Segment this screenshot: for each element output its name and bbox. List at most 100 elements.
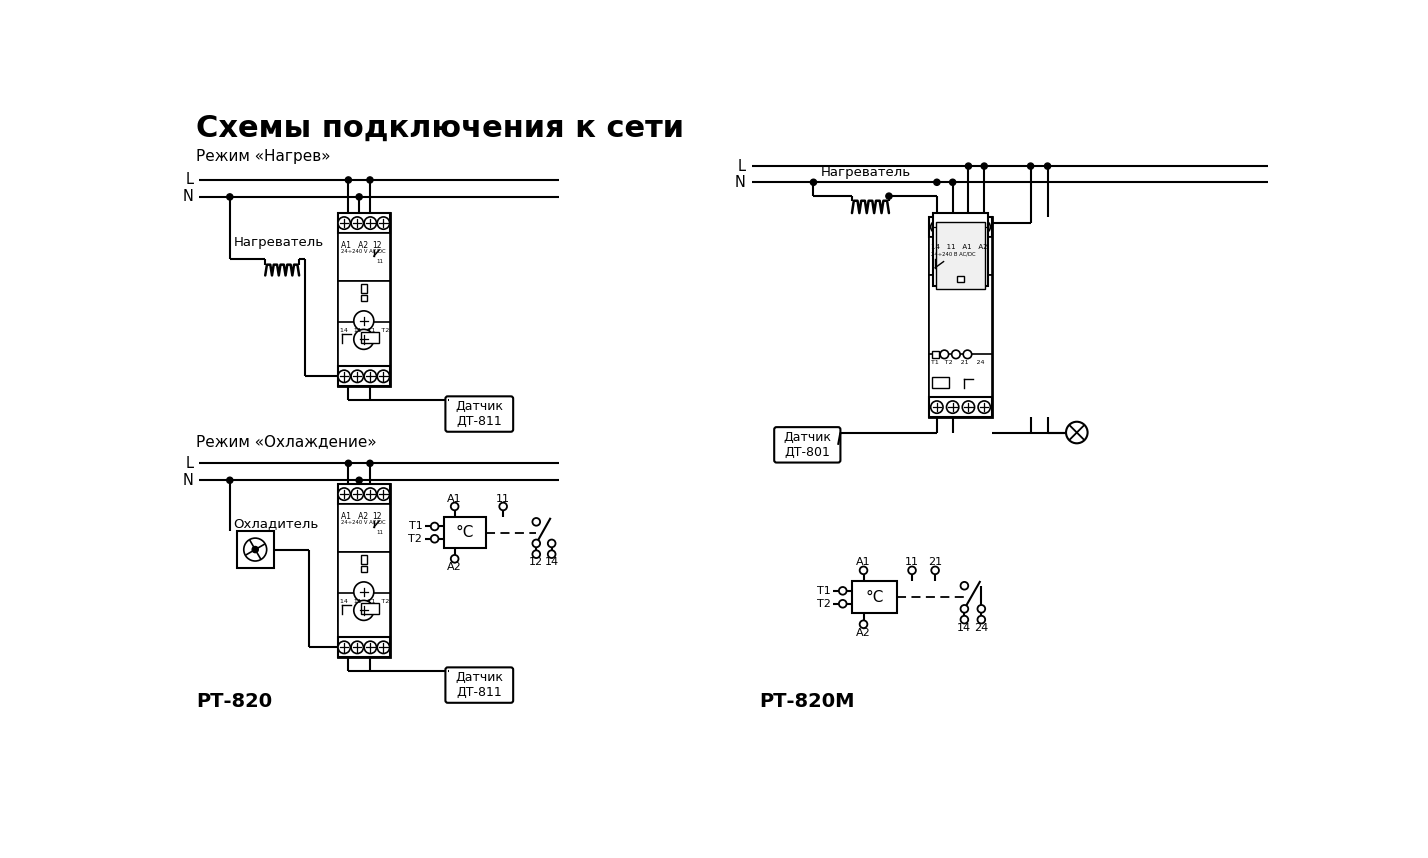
Bar — [932, 377, 950, 388]
Bar — [337, 552, 390, 621]
Circle shape — [451, 555, 458, 563]
Circle shape — [354, 582, 374, 602]
Text: N: N — [183, 473, 194, 487]
Text: Схемы подключения к сети: Схемы подключения к сети — [196, 114, 684, 142]
Circle shape — [533, 540, 540, 547]
Circle shape — [354, 329, 374, 349]
Text: A1   A2: A1 A2 — [341, 512, 368, 521]
Circle shape — [451, 503, 458, 511]
Circle shape — [961, 582, 968, 589]
Circle shape — [978, 605, 985, 613]
Bar — [444, 517, 486, 548]
Circle shape — [964, 350, 971, 359]
Circle shape — [548, 540, 555, 547]
Circle shape — [965, 163, 971, 169]
Text: 14   11   T1   T2: 14 11 T1 T2 — [340, 599, 390, 604]
Circle shape — [351, 370, 363, 383]
Circle shape — [253, 547, 258, 553]
Text: T2: T2 — [408, 534, 423, 544]
Circle shape — [367, 460, 373, 467]
Bar — [337, 593, 390, 637]
Bar — [935, 222, 985, 289]
Bar — [361, 555, 367, 565]
Circle shape — [978, 616, 985, 624]
Bar — [237, 531, 274, 568]
Bar — [930, 217, 992, 237]
Text: L: L — [186, 172, 194, 187]
Circle shape — [981, 163, 987, 169]
Circle shape — [931, 566, 940, 574]
Circle shape — [1044, 163, 1051, 169]
Circle shape — [431, 535, 438, 542]
Circle shape — [346, 177, 351, 183]
Circle shape — [377, 370, 390, 383]
Text: T1: T1 — [817, 586, 831, 595]
FancyBboxPatch shape — [446, 396, 513, 432]
Text: 11: 11 — [376, 530, 383, 535]
Text: A2: A2 — [857, 628, 871, 637]
Bar — [930, 237, 992, 275]
Text: L: L — [738, 159, 745, 173]
Text: °C: °C — [865, 589, 884, 605]
Bar — [337, 322, 390, 366]
Text: Режим «Охлаждение»: Режим «Охлаждение» — [196, 434, 377, 449]
Circle shape — [351, 488, 363, 500]
Text: Нагреватель: Нагреватель — [821, 166, 911, 179]
Text: °C: °C — [456, 525, 474, 541]
Circle shape — [838, 600, 847, 607]
Circle shape — [354, 311, 374, 331]
Circle shape — [367, 177, 373, 183]
Text: 14   11   T1   T2: 14 11 T1 T2 — [340, 328, 390, 333]
Bar — [337, 213, 390, 233]
Text: 24÷240 В AC/DC: 24÷240 В AC/DC — [931, 251, 975, 257]
Circle shape — [934, 179, 940, 185]
Text: 11: 11 — [905, 557, 920, 567]
FancyBboxPatch shape — [774, 427, 841, 462]
Bar — [930, 275, 992, 364]
Text: 24÷240 V AC/DC: 24÷240 V AC/DC — [341, 520, 386, 524]
Text: N: N — [183, 190, 194, 204]
Circle shape — [548, 550, 555, 558]
Text: РТ-820М: РТ-820М — [760, 692, 855, 711]
Text: Режим «Нагрев»: Режим «Нагрев» — [196, 149, 330, 164]
Text: 11: 11 — [496, 493, 510, 504]
Text: 11: 11 — [376, 259, 383, 264]
Text: 14: 14 — [544, 557, 558, 567]
Text: A1   A2: A1 A2 — [341, 241, 368, 250]
Circle shape — [533, 518, 540, 526]
Circle shape — [338, 488, 350, 500]
Text: T2: T2 — [817, 599, 831, 609]
Text: Датчик
ДТ-811: Датчик ДТ-811 — [456, 400, 503, 428]
Circle shape — [947, 221, 958, 233]
Bar — [361, 332, 380, 343]
Circle shape — [860, 566, 867, 574]
Circle shape — [961, 605, 968, 613]
Bar — [337, 213, 390, 386]
Circle shape — [962, 221, 974, 233]
Circle shape — [244, 538, 267, 561]
Circle shape — [227, 477, 233, 483]
Text: 14: 14 — [957, 623, 971, 633]
Text: 12: 12 — [373, 241, 381, 250]
Circle shape — [364, 488, 377, 500]
Circle shape — [354, 601, 374, 620]
Bar — [337, 505, 390, 552]
Bar — [932, 213, 988, 287]
FancyBboxPatch shape — [446, 668, 513, 703]
Circle shape — [346, 460, 351, 467]
Bar — [930, 397, 992, 417]
Text: Датчик
ДТ-811: Датчик ДТ-811 — [456, 671, 503, 699]
Circle shape — [947, 401, 958, 414]
Circle shape — [356, 194, 363, 200]
Bar — [337, 281, 390, 350]
Circle shape — [885, 193, 892, 199]
Circle shape — [377, 217, 390, 229]
Circle shape — [908, 566, 915, 574]
Circle shape — [838, 587, 847, 595]
Bar — [337, 484, 390, 657]
Text: N: N — [735, 175, 745, 190]
Text: 24: 24 — [974, 623, 988, 633]
Text: T1: T1 — [408, 522, 423, 531]
Circle shape — [356, 477, 363, 483]
Circle shape — [351, 641, 363, 654]
